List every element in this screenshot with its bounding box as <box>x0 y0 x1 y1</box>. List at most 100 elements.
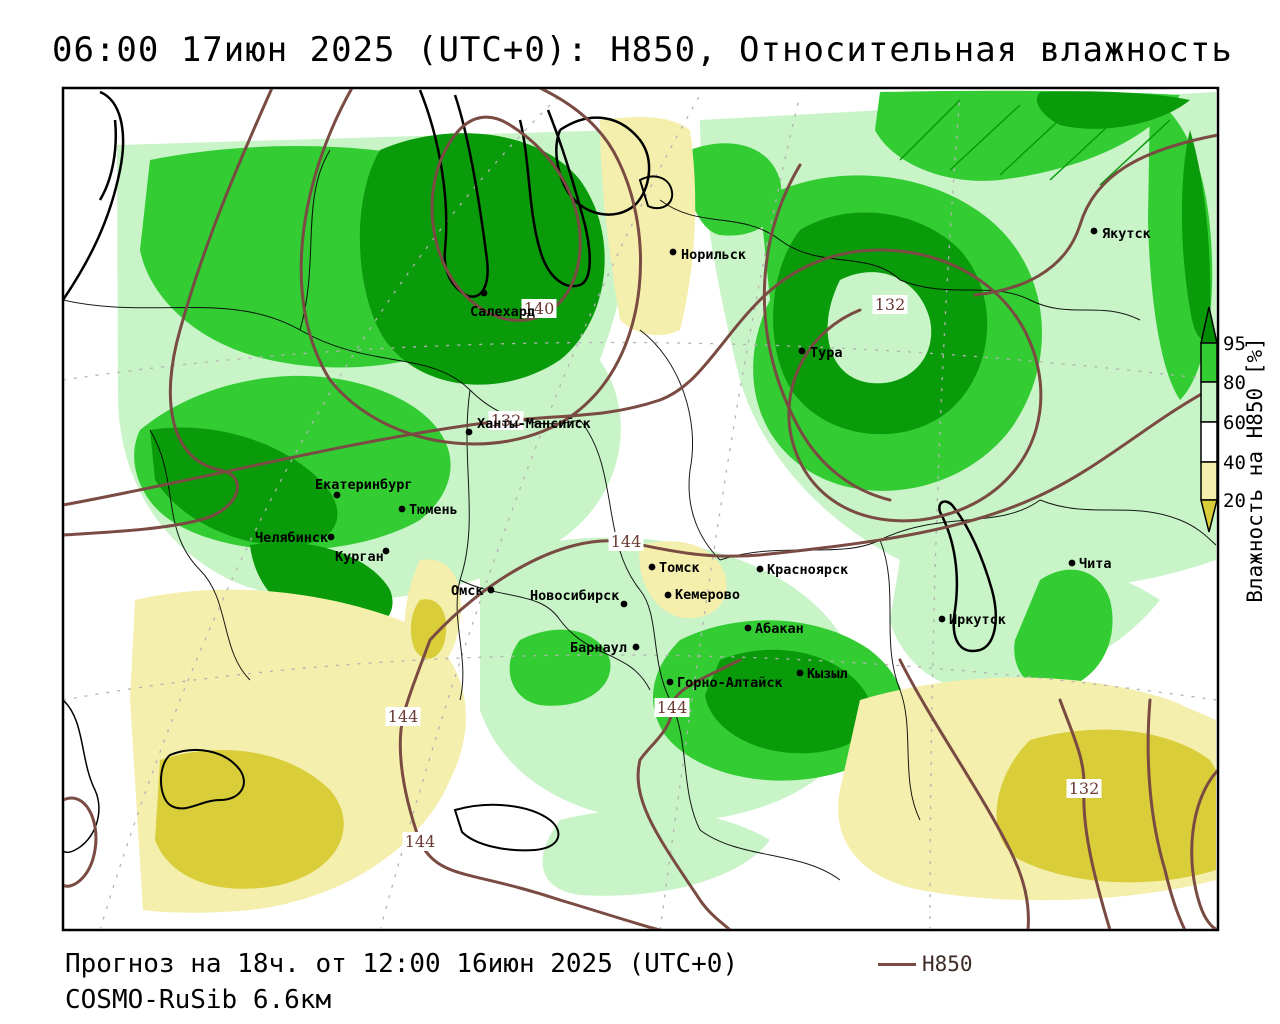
city-dot <box>796 669 804 677</box>
city-dot <box>333 491 341 499</box>
colorbar-title: Влажность на H850 [%] <box>1243 337 1267 603</box>
city-dot <box>744 624 752 632</box>
city-dot <box>648 563 656 571</box>
city-label: Якутск <box>1102 226 1151 242</box>
city-label: Челябинск <box>255 530 328 546</box>
contour-label: 144 <box>385 707 421 726</box>
contour-label-value: 144 <box>405 832 436 851</box>
contour-label-value: 144 <box>657 698 688 717</box>
city-marker: Горно-Алтайск <box>666 675 783 691</box>
city-marker: Тура <box>798 345 843 361</box>
city-label: Красноярск <box>767 562 848 578</box>
forecast-info: Прогноз на 18ч. от 12:00 16июн 2025 (UTC… <box>65 949 739 979</box>
city-marker: Кызыл <box>796 666 848 682</box>
contour-labels: 132 140 132 144 144 144 144 132 <box>385 295 1102 851</box>
city-dot <box>620 600 628 608</box>
colorbar-tick-label: 20 <box>1223 490 1246 512</box>
city-dot <box>382 547 390 555</box>
colorbar-segment <box>1200 342 1218 383</box>
city-marker: Курган <box>335 547 390 565</box>
city-marker: Чита <box>1068 556 1112 572</box>
city-dot <box>632 643 640 651</box>
contour-label-value: 144 <box>388 707 419 726</box>
city-marker: Абакан <box>744 621 804 637</box>
city-label: Горно-Алтайск <box>677 675 783 691</box>
colorbar-segment <box>1200 421 1218 463</box>
city-label: Иркутск <box>949 612 1006 628</box>
admin-borders <box>64 149 1217 881</box>
contour-label-value: 140 <box>524 299 555 318</box>
h850-contours <box>64 89 1217 929</box>
city-dot <box>669 248 677 256</box>
city-label: Томск <box>659 560 700 576</box>
contour-label-value: 132 <box>491 411 522 430</box>
city-dot <box>487 586 495 594</box>
city-marker: Красноярск <box>756 562 848 578</box>
contour-label: 132 <box>488 411 524 430</box>
city-marker: Екатеринбург <box>315 477 413 499</box>
h850-legend-label: H850 <box>922 952 973 976</box>
colorbar-tick-label: 95 <box>1223 333 1246 355</box>
city-marker: Якутск <box>1090 226 1151 242</box>
colorbar-tick-label: 60 <box>1223 412 1246 434</box>
city-markers: Норильск Якутск Салехард Тура Ханты-Мансийск… <box>255 226 1151 691</box>
coastlines <box>64 89 998 854</box>
city-label: Кызыл <box>807 666 848 682</box>
city-dot <box>938 615 946 623</box>
colorbar-ticks: 95 80 60 40 20 <box>1223 333 1246 512</box>
contour-label: 140 <box>521 299 557 318</box>
humidity-field: 132 140 132 144 144 144 144 132 Норильск Якутск С… <box>64 89 1217 929</box>
city-marker: Омск <box>451 583 495 599</box>
city-dot <box>798 347 806 355</box>
hatch-pattern <box>899 99 1171 186</box>
city-label: Екатеринбург <box>315 477 413 493</box>
city-marker: Томск <box>648 560 700 576</box>
city-marker: Ханты-Мансийск <box>465 416 591 436</box>
city-marker: Иркутск <box>938 612 1006 628</box>
city-marker: Барнаул <box>570 640 640 656</box>
city-label: Абакан <box>755 621 804 637</box>
city-dot <box>756 565 764 573</box>
graticule <box>64 94 1217 929</box>
h850-legend-line <box>878 962 916 966</box>
city-dot <box>465 428 473 436</box>
city-dot <box>480 289 488 297</box>
city-marker: Норильск <box>669 247 746 263</box>
city-label: Чита <box>1079 556 1112 572</box>
footer: Прогноз на 18ч. от 12:00 16июн 2025 (UTC… <box>65 946 738 1018</box>
city-label: Тюмень <box>409 502 458 518</box>
colorbar-segment <box>1200 381 1218 423</box>
city-label: Омск <box>451 583 484 599</box>
contour-label-value: 132 <box>1069 779 1100 798</box>
city-label: Курган <box>335 549 384 565</box>
contour-label: 144 <box>402 832 438 851</box>
city-dot <box>398 505 406 513</box>
city-marker: Новосибирск <box>530 588 628 608</box>
contour-label: 144 <box>608 532 644 551</box>
city-marker: Челябинск <box>255 530 335 546</box>
contour-label: 132 <box>872 295 908 314</box>
colorbar-tick-label: 80 <box>1223 372 1246 394</box>
colorbar: 95 80 60 40 20 Влажность на H850 [%] <box>1200 306 1267 603</box>
model-info: COSMO-RuSib 6.6км <box>65 985 332 1015</box>
city-dot <box>666 678 674 686</box>
city-marker: Салехард <box>470 289 535 320</box>
contour-label-value: 132 <box>875 295 906 314</box>
city-label: Кемерово <box>675 587 740 603</box>
city-label: Норильск <box>681 247 746 263</box>
city-marker: Кемерово <box>664 587 740 603</box>
city-label: Салехард <box>470 304 535 320</box>
city-label: Новосибирск <box>530 588 619 604</box>
contour-label: 132 <box>1066 779 1102 798</box>
contour-label-value: 144 <box>611 532 642 551</box>
city-dot <box>664 591 672 599</box>
city-label: Тура <box>810 345 843 361</box>
colorbar-tick-label: 40 <box>1223 452 1246 474</box>
colorbar-segment <box>1200 461 1218 501</box>
city-dot <box>1068 559 1076 567</box>
page-title: 06:00 17июн 2025 (UTC+0): H850, Относите… <box>52 30 1233 70</box>
h850-legend: H850 <box>878 952 973 976</box>
